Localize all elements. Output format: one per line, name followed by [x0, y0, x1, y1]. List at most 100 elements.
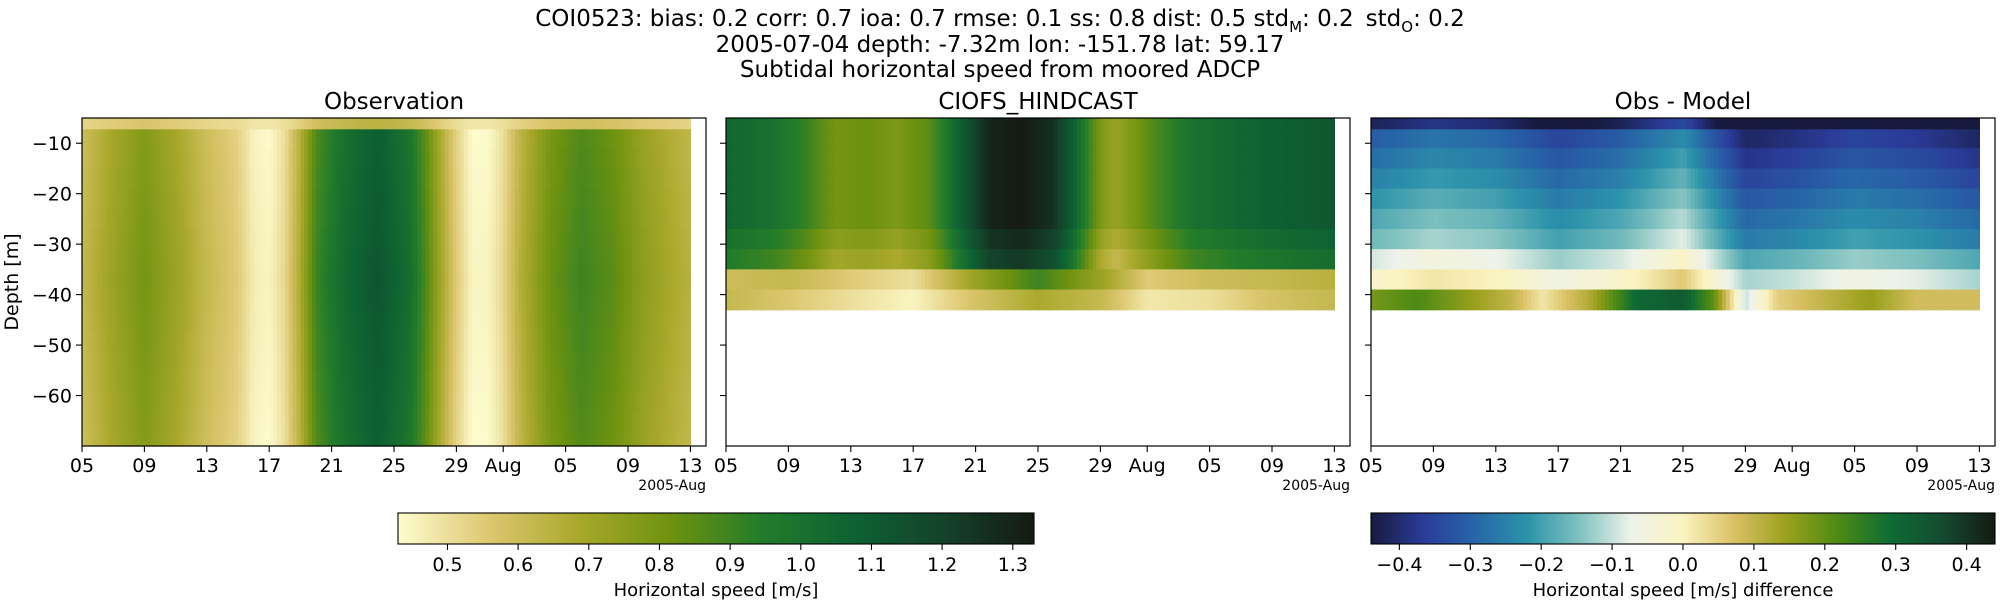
- heatmap-cell: [163, 309, 169, 331]
- heatmap-cell: [956, 168, 961, 190]
- heatmap-cell: [917, 118, 922, 130]
- heatmap-cell: [1515, 118, 1520, 130]
- heatmap-cell: [1690, 148, 1696, 170]
- heatmap-cell: [577, 430, 582, 447]
- heatmap-cell: [1842, 118, 1848, 130]
- heatmap-cell: [1772, 118, 1778, 130]
- heatmap-cell: [800, 129, 805, 149]
- heatmap-cell: [1104, 129, 1109, 149]
- heatmap-cell: [932, 289, 938, 311]
- heatmap-cell: [1073, 118, 1078, 130]
- heatmap-cell: [1201, 249, 1207, 270]
- heatmap-cell: [1382, 129, 1388, 149]
- heatmap-cell: [796, 249, 801, 270]
- heatmap-cell: [238, 390, 243, 412]
- heatmap-cell: [183, 118, 188, 130]
- heatmap-cell: [804, 188, 809, 210]
- heatmap-cell: [819, 188, 825, 210]
- heatmap-cell: [596, 410, 602, 432]
- heatmap-cell: [889, 129, 895, 149]
- heatmap-cell: [616, 390, 621, 412]
- heatmap-cell: [1792, 129, 1797, 149]
- heatmap-cell: [936, 188, 942, 210]
- heatmap-cell: [339, 390, 344, 412]
- heatmap-cell: [230, 370, 235, 392]
- heatmap-cell: [226, 370, 231, 392]
- heatmap-cell: [995, 249, 1000, 270]
- heatmap-cell: [1425, 168, 1431, 190]
- heatmap-cell: [183, 289, 188, 311]
- heatmap-cell: [659, 269, 664, 291]
- heatmap-cell: [214, 269, 220, 291]
- heatmap-cell: [355, 168, 360, 190]
- heatmap-cell: [1244, 269, 1250, 291]
- heatmap-cell: [526, 118, 532, 130]
- heatmap-cell: [370, 249, 376, 270]
- heatmap-cell: [163, 269, 169, 291]
- heatmap-cell: [460, 148, 465, 170]
- heatmap-cell: [1166, 188, 1172, 210]
- heatmap-cell: [1217, 249, 1222, 270]
- heatmap-cell: [913, 129, 918, 149]
- heatmap-cell: [963, 208, 969, 230]
- heatmap-cell: [1174, 129, 1179, 149]
- heatmap-cell: [1322, 208, 1328, 230]
- heatmap-cell: [635, 249, 641, 270]
- heatmap-cell: [390, 410, 395, 432]
- heatmap-cell: [1158, 269, 1164, 291]
- heatmap-cell: [1417, 188, 1423, 210]
- heatmap-cell: [491, 390, 496, 412]
- heatmap-cell: [647, 168, 652, 190]
- heatmap-cell: [995, 118, 1000, 130]
- heatmap-cell: [347, 390, 352, 412]
- heatmap-cell: [351, 249, 356, 270]
- heatmap-cell: [839, 208, 844, 230]
- heatmap-cell: [1084, 289, 1090, 311]
- heatmap-cell: [1116, 188, 1121, 210]
- heatmap-cell: [487, 430, 493, 447]
- heatmap-cell: [1022, 249, 1027, 270]
- heatmap-cell: [971, 188, 977, 210]
- heatmap-cell: [628, 350, 633, 371]
- heatmap-cell: [273, 309, 278, 331]
- heatmap-cell: [1112, 148, 1117, 170]
- heatmap-cell: [394, 430, 399, 447]
- heatmap-cell: [999, 168, 1004, 190]
- heatmap-cell: [573, 289, 578, 311]
- heatmap-cell: [1119, 148, 1125, 170]
- heatmap-cell: [882, 249, 887, 270]
- heatmap-cell: [319, 148, 325, 170]
- x-tick-label: 21: [320, 455, 344, 477]
- heatmap-cell: [1034, 188, 1039, 210]
- heatmap-cell: [308, 208, 313, 230]
- heatmap-cell: [238, 370, 243, 392]
- heatmap-cell: [351, 168, 356, 190]
- heatmap-cell: [678, 289, 684, 311]
- heatmap-cell: [394, 350, 399, 371]
- heatmap-cell: [1484, 148, 1489, 170]
- heatmap-cell: [191, 350, 196, 371]
- heatmap-cell: [335, 188, 340, 210]
- heatmap-cell: [1295, 249, 1300, 270]
- heatmap-cell: [831, 118, 836, 130]
- heatmap-cell: [1119, 289, 1125, 311]
- heatmap-cell: [866, 168, 871, 190]
- heatmap-cell: [761, 129, 766, 149]
- heatmap-cell: [280, 370, 286, 392]
- heatmap-cell: [1116, 168, 1121, 190]
- heatmap-cell: [382, 430, 387, 447]
- heatmap-cell: [612, 249, 617, 270]
- heatmap-cell: [1069, 269, 1074, 291]
- heatmap-cell: [530, 350, 535, 371]
- heatmap-cell: [999, 188, 1004, 210]
- heatmap-cell: [495, 249, 500, 270]
- heatmap-cell: [1260, 208, 1265, 230]
- heatmap-cell: [382, 118, 387, 130]
- heatmap-cell: [1018, 168, 1023, 190]
- heatmap-cell: [553, 410, 559, 432]
- heatmap-cell: [1741, 118, 1746, 130]
- heatmap-cell: [234, 168, 239, 190]
- heatmap-cell: [495, 329, 500, 351]
- heatmap-cell: [1053, 168, 1059, 190]
- heatmap-cell: [292, 269, 298, 291]
